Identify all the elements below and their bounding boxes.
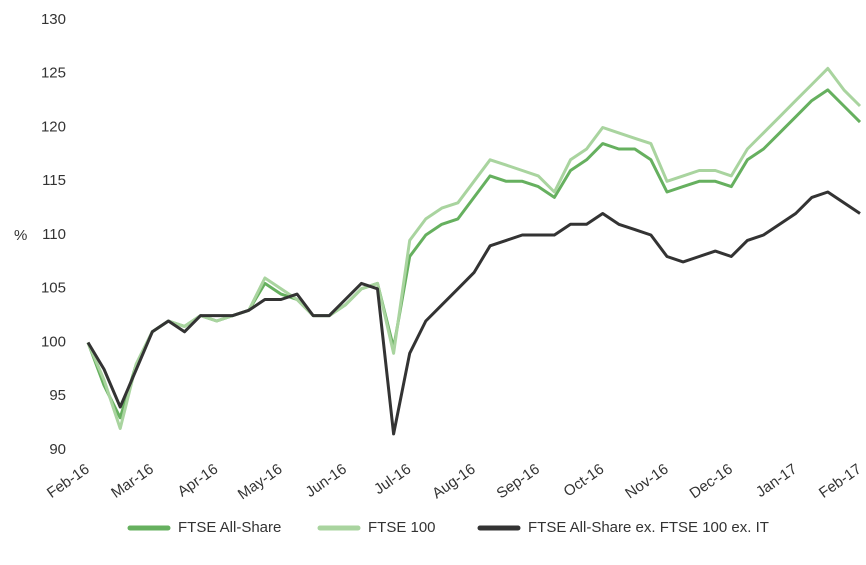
y-tick-label: 120: [41, 118, 66, 135]
x-tick-label: Aug-16: [429, 461, 478, 503]
x-tick-label: Jul-16: [371, 461, 414, 498]
y-axis-label: %: [14, 227, 27, 244]
line: [86, 66, 862, 430]
x-tick-label: Feb-17: [816, 461, 865, 502]
legend-label: FTSE All-Share ex. FTSE 100 ex. IT: [528, 519, 769, 536]
y-tick-label: 130: [41, 11, 66, 28]
x-tick-label: Apr-16: [175, 461, 222, 501]
x-tick-label: Jun-16: [303, 461, 350, 501]
y-tick-label: 125: [41, 65, 66, 82]
legend-label: FTSE All-Share: [178, 519, 281, 536]
x-tick-label: Dec-16: [687, 461, 736, 503]
y-tick-label: 100: [41, 333, 66, 350]
x-tick-label: May-16: [235, 461, 286, 504]
x-tick-label: Oct-16: [561, 461, 608, 501]
x-tick-label: Sep-16: [494, 461, 543, 503]
line: [86, 190, 861, 436]
y-tick-label: 95: [49, 387, 66, 404]
x-tick-label: Jan-17: [753, 461, 800, 501]
x-tick-label: Nov-16: [622, 461, 671, 503]
y-tick-label: 110: [42, 226, 66, 243]
y-tick-label: 105: [41, 280, 66, 297]
x-tick-label: Feb-16: [44, 461, 93, 502]
y-tick-label: 115: [42, 172, 66, 189]
x-tick-label: Mar-16: [108, 461, 157, 502]
line: [86, 88, 862, 420]
legend-label: FTSE 100: [368, 519, 436, 536]
y-tick-label: 90: [49, 441, 66, 458]
